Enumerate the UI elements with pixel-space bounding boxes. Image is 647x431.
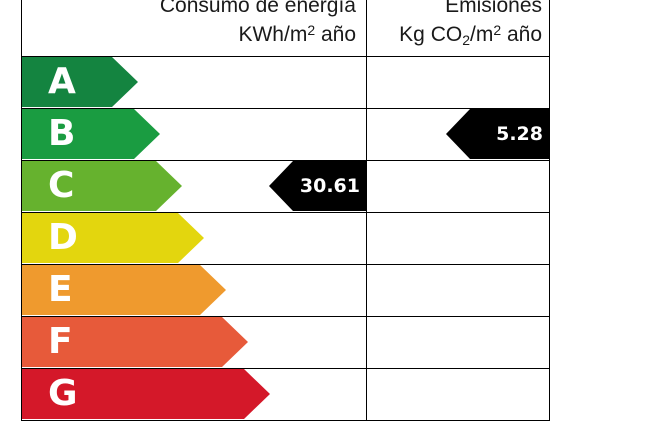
- energy-value-badge: 30.61: [269, 161, 366, 211]
- emissions-header-unit: Kg CO2/m2 año: [399, 22, 542, 48]
- rating-arrow-shape: [22, 317, 248, 367]
- emissions-header: Emisiones Kg CO2/m2 año: [366, 0, 542, 52]
- rating-arrow-c: C: [22, 161, 182, 211]
- energy-consumption-header: Consumo de energía KWh/m2 año: [120, 0, 356, 47]
- grid-row-divider: [21, 368, 550, 369]
- rating-arrow-shape: [22, 213, 204, 263]
- rating-arrow-e: E: [22, 265, 226, 315]
- rating-letter: A: [48, 61, 76, 102]
- energy-header-title: Consumo de energía: [159, 0, 356, 17]
- rating-arrow-f: F: [22, 317, 248, 367]
- rating-arrow-fill: [22, 213, 204, 263]
- rating-arrow-fill: [22, 57, 138, 107]
- grid-row-divider: [21, 108, 550, 109]
- rating-letter: D: [48, 217, 78, 258]
- grid-row-divider: [21, 212, 550, 213]
- rating-letter: B: [48, 113, 76, 154]
- grid-row-divider: [21, 160, 550, 161]
- rating-arrow-fill: [22, 161, 182, 211]
- rating-arrow-fill: [22, 369, 270, 419]
- rating-arrow-shape: [22, 57, 138, 107]
- badge-fill: [269, 161, 366, 211]
- badge-fill: [446, 109, 549, 159]
- badge-value: 30.61: [299, 175, 360, 197]
- rating-arrow-fill: [22, 317, 248, 367]
- rating-arrow-shape: [22, 265, 226, 315]
- badge-shape: [269, 161, 366, 211]
- rating-arrow-b: B: [22, 109, 160, 159]
- energy-header-unit: KWh/m2 año: [238, 22, 356, 46]
- grid-row-divider: [21, 316, 550, 317]
- rating-arrow-fill: [22, 109, 160, 159]
- grid-column-divider: [366, 0, 367, 421]
- grid-left-border: [21, 0, 22, 421]
- rating-arrow-shape: [22, 369, 270, 419]
- grid-row-divider: [21, 264, 550, 265]
- emissions-header-title: Emisiones: [445, 0, 542, 17]
- rating-arrow-d: D: [22, 213, 204, 263]
- rating-letter: C: [48, 165, 75, 206]
- rating-letter: F: [48, 321, 73, 362]
- rating-arrow-fill: [22, 265, 226, 315]
- rating-arrow-shape: [22, 161, 182, 211]
- rating-letter: G: [48, 373, 78, 414]
- emissions-value-badge: 5.28: [446, 109, 549, 159]
- grid-row-divider: [21, 420, 550, 421]
- rating-arrow-a: A: [22, 57, 138, 107]
- grid-right-border: [549, 0, 550, 421]
- rating-arrow-g: G: [22, 369, 270, 419]
- badge-value: 5.28: [496, 123, 543, 145]
- rating-letter: E: [48, 269, 73, 310]
- grid-row-divider: [21, 56, 550, 57]
- badge-shape: [446, 109, 549, 159]
- rating-arrow-shape: [22, 109, 160, 159]
